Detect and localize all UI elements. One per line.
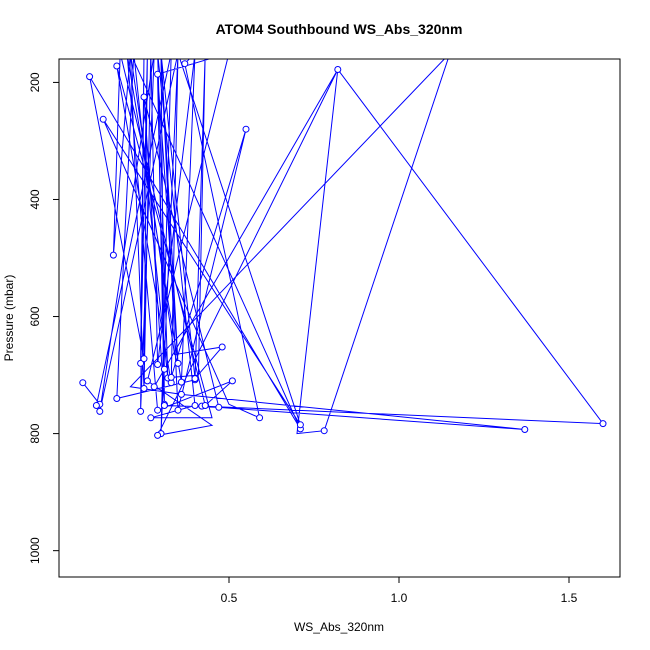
data-point	[242, 125, 250, 133]
data-point	[92, 402, 100, 409]
plot-area	[79, 59, 607, 439]
data-point	[334, 66, 342, 73]
x-axis-label: WS_Abs_320nm	[294, 620, 384, 634]
data-point	[256, 414, 264, 422]
data-point	[177, 378, 185, 386]
plot-frame	[58, 58, 621, 578]
data-point	[215, 403, 223, 411]
data-point	[99, 115, 107, 123]
data-point	[109, 251, 117, 259]
data-point	[320, 427, 328, 435]
x-axis: 0.5 1.0 1.5	[221, 577, 578, 605]
data-point	[140, 355, 148, 363]
data-point	[140, 93, 148, 101]
data-point	[167, 373, 175, 381]
data-point	[228, 377, 236, 385]
data-point	[218, 343, 226, 351]
data-point	[86, 73, 94, 81]
x-tick-label: 0.5	[221, 591, 238, 605]
data-point	[137, 359, 145, 367]
chart-title: ATOM4 Southbound WS_Abs_320nm	[216, 21, 463, 37]
data-point	[174, 406, 182, 414]
data-point	[521, 426, 529, 433]
x-tick-label: 1.5	[561, 591, 578, 605]
data-point	[201, 402, 209, 409]
x-tick-label: 1.0	[391, 591, 408, 605]
data-point	[140, 385, 148, 392]
data-point	[147, 414, 155, 422]
data-point	[79, 379, 87, 387]
data-point	[160, 365, 168, 373]
data-point	[113, 395, 121, 402]
data-point	[181, 60, 189, 68]
data-point	[599, 420, 607, 428]
y-tick-label: 600	[28, 306, 42, 326]
series-line	[82, 59, 605, 437]
data-point	[143, 377, 151, 385]
y-tick-label: 400	[28, 189, 42, 209]
y-tick-label: 200	[28, 72, 42, 92]
y-axis: 200 400 600 800 1000	[28, 72, 59, 564]
data-point	[154, 361, 162, 368]
data-point	[160, 402, 168, 409]
y-axis-label: Pressure (mbar)	[2, 275, 16, 362]
data-point	[191, 375, 199, 383]
data-point	[113, 62, 121, 70]
data-point	[150, 383, 158, 391]
data-point	[296, 421, 304, 429]
y-tick-label: 800	[28, 423, 42, 443]
data-point	[137, 407, 145, 415]
data-point	[154, 406, 162, 414]
data-point	[174, 359, 182, 367]
data-point	[154, 431, 162, 439]
data-point	[177, 390, 185, 398]
data-point	[154, 70, 162, 78]
data-point	[96, 407, 104, 415]
data-point	[191, 402, 199, 409]
y-tick-label: 1000	[28, 537, 42, 564]
